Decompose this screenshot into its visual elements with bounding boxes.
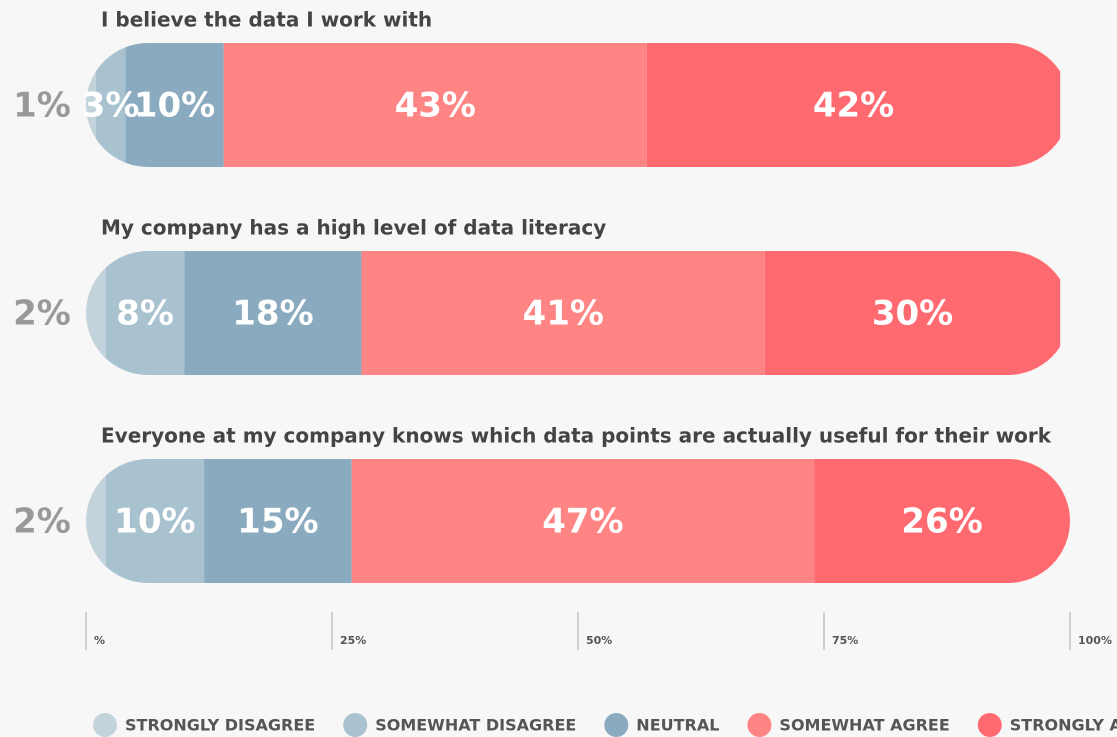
legend-swatch (604, 713, 629, 737)
value-label: 15% (237, 502, 318, 542)
legend-swatch (977, 713, 1002, 737)
bar-segment (764, 251, 1061, 375)
bar-segment (204, 459, 352, 583)
value-label: 18% (232, 294, 313, 334)
x-tick-label: 25% (340, 634, 366, 647)
bar-segment (223, 43, 647, 167)
bar-segment (86, 459, 106, 583)
value-label: 30% (872, 294, 953, 334)
bar-segment (86, 43, 96, 167)
bar-segment (86, 251, 106, 375)
legend-label: STRONGLY AGREE (1010, 716, 1117, 735)
bar-row (86, 459, 1070, 583)
value-label: 43% (395, 86, 476, 126)
bar-segment (361, 251, 765, 375)
bar-segment (814, 459, 1070, 583)
bar-segment (105, 459, 205, 583)
bar-row (86, 43, 1061, 167)
legend-label: SOMEWHAT AGREE (779, 716, 949, 735)
bar-segment (646, 43, 1061, 167)
x-tick-label: 75% (832, 634, 858, 647)
legend-swatch (343, 713, 368, 737)
value-label: 42% (813, 86, 894, 126)
value-label: 26% (901, 502, 982, 542)
row-title: My company has a high level of data lite… (101, 216, 606, 240)
value-label: 10% (134, 86, 215, 126)
row-title: I believe the data I work with (101, 8, 432, 32)
value-label: 47% (542, 502, 623, 542)
value-label: 41% (523, 294, 604, 334)
bar-row (86, 251, 1061, 375)
value-label: 2% (13, 502, 71, 542)
legend-label: NEUTRAL (636, 716, 719, 735)
bar-segment (351, 459, 815, 583)
x-tick-label: % (94, 634, 105, 647)
legend-swatch (93, 713, 117, 737)
value-label: 2% (13, 294, 71, 334)
x-tick-label: 50% (586, 634, 612, 647)
value-label: 3% (82, 86, 140, 126)
value-label: 8% (116, 294, 174, 334)
value-label: 1% (13, 86, 71, 126)
bar-segment (125, 43, 224, 167)
legend-label: SOMEWHAT DISAGREE (375, 716, 576, 735)
bar-segment (184, 251, 362, 375)
x-tick-label: 100% (1078, 634, 1112, 647)
row-title: Everyone at my company knows which data … (101, 424, 1052, 448)
legend-label: STRONGLY DISAGREE (125, 716, 315, 735)
bar-segment (105, 251, 185, 375)
legend-swatch (747, 713, 772, 737)
value-label: 10% (114, 502, 195, 542)
